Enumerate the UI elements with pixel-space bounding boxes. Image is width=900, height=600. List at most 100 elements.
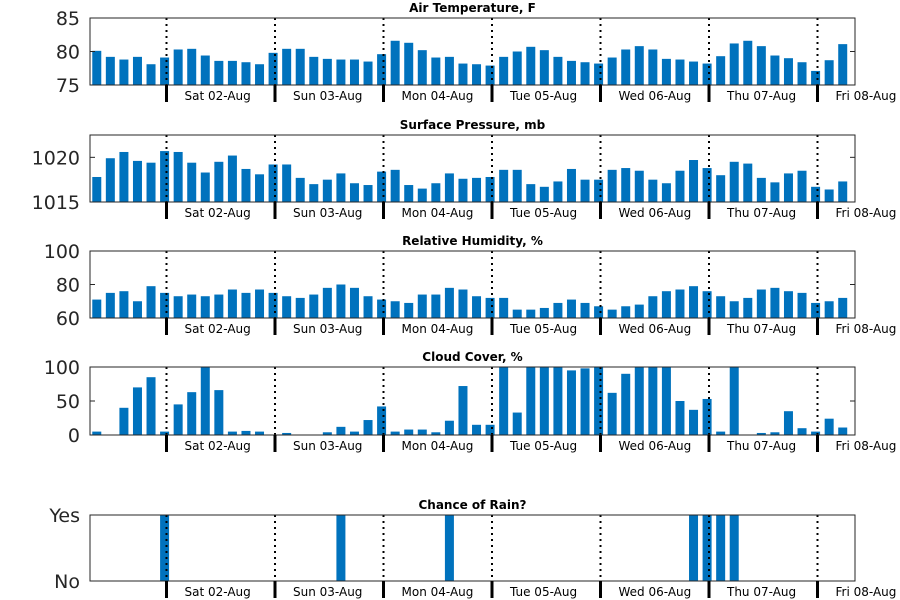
bar — [132, 301, 142, 318]
chart-panel: No Yes Chance of Rain? Sat 02-Aug Sun 03-Aug… — [48, 498, 896, 599]
plot-frame — [89, 514, 856, 582]
x-tick-label: Sat 02-Aug — [185, 322, 251, 336]
bar — [702, 63, 712, 85]
bar — [132, 160, 142, 202]
bar — [336, 173, 346, 202]
bar — [485, 424, 495, 435]
x-tick-label: Sat 02-Aug — [185, 89, 251, 103]
bar — [675, 289, 685, 318]
y-tick-label: 80 — [56, 275, 80, 297]
bar — [770, 287, 780, 318]
bar — [716, 431, 726, 435]
bar — [132, 387, 142, 435]
bar — [160, 431, 170, 435]
bar — [255, 64, 265, 85]
bar — [634, 46, 644, 85]
bar — [160, 515, 170, 581]
chart-panel: 1015 1020 Surface Pressure, mb Sat 02-Aug Su… — [32, 118, 897, 220]
bar — [282, 296, 292, 318]
y-tick-label: 100 — [44, 241, 80, 263]
x-tick-label: Sat 02-Aug — [185, 206, 251, 220]
bar — [146, 286, 156, 318]
bar — [607, 169, 617, 202]
bar — [363, 185, 373, 202]
bar — [689, 515, 699, 581]
bar — [824, 60, 834, 85]
bar — [160, 57, 170, 85]
bar — [729, 161, 739, 202]
x-tick-label: Thu 07-Aug — [726, 439, 796, 453]
bar — [539, 50, 549, 85]
bar — [322, 287, 332, 318]
bar — [553, 181, 563, 202]
bar — [255, 174, 265, 202]
bar — [431, 57, 441, 85]
bar — [227, 431, 237, 435]
bar — [811, 186, 821, 202]
y-tick-label: 50 — [56, 391, 80, 413]
x-tick-label: Mon 04-Aug — [402, 206, 474, 220]
x-tick-label: Thu 07-Aug — [726, 206, 796, 220]
y-tick-label: 60 — [56, 308, 80, 330]
bar — [783, 173, 793, 202]
x-tick-label: Tue 05-Aug — [509, 206, 577, 220]
bar — [729, 301, 739, 318]
bar — [607, 309, 617, 319]
bar — [607, 57, 617, 85]
bar — [716, 56, 726, 85]
bar — [241, 168, 251, 202]
bar — [539, 186, 549, 202]
bar — [431, 432, 441, 435]
bar — [783, 411, 793, 435]
bar — [797, 62, 807, 85]
bar — [322, 58, 332, 85]
bar — [309, 294, 319, 318]
bar — [336, 515, 346, 581]
bar — [689, 286, 699, 318]
bar — [119, 407, 129, 435]
bar — [661, 183, 671, 202]
y-tick-label: No — [54, 571, 80, 593]
x-tick-label: Tue 05-Aug — [509, 439, 577, 453]
bar — [417, 429, 427, 435]
bar — [282, 432, 292, 435]
bar — [105, 158, 115, 202]
bar — [607, 392, 617, 435]
bar — [227, 155, 237, 202]
bar — [349, 183, 359, 202]
bar — [146, 64, 156, 85]
chart-title: Relative Humidity, % — [402, 234, 543, 248]
bar — [363, 420, 373, 435]
x-tick-label: Wed 06-Aug — [619, 322, 692, 336]
y-tick-label: 80 — [56, 42, 80, 64]
x-tick-label: Mon 04-Aug — [402, 439, 474, 453]
x-tick-label: Wed 06-Aug — [619, 89, 692, 103]
bar — [322, 432, 332, 435]
bar — [526, 309, 536, 319]
bar — [770, 55, 780, 85]
bar — [756, 177, 766, 202]
bar — [621, 306, 631, 318]
bar — [743, 297, 753, 318]
x-tick-label: Wed 06-Aug — [619, 439, 692, 453]
bar — [472, 64, 482, 85]
bar — [743, 163, 753, 202]
y-tick-label: 85 — [56, 8, 80, 30]
bar — [309, 184, 319, 202]
bar — [675, 59, 685, 85]
x-tick-label: Sun 03-Aug — [293, 206, 362, 220]
bar — [173, 49, 183, 85]
x-tick-label: Fri 08-Aug — [836, 585, 897, 599]
bar — [566, 370, 576, 435]
x-tick-label: Fri 08-Aug — [836, 322, 897, 336]
x-tick-label: Sat 02-Aug — [185, 439, 251, 453]
x-tick-label: Tue 05-Aug — [509, 585, 577, 599]
x-tick-label: Mon 04-Aug — [402, 322, 474, 336]
x-tick-label: Thu 07-Aug — [726, 585, 796, 599]
bar — [702, 291, 712, 318]
bar — [214, 294, 224, 318]
bar — [689, 61, 699, 85]
bar — [702, 398, 712, 435]
bar — [322, 179, 332, 202]
